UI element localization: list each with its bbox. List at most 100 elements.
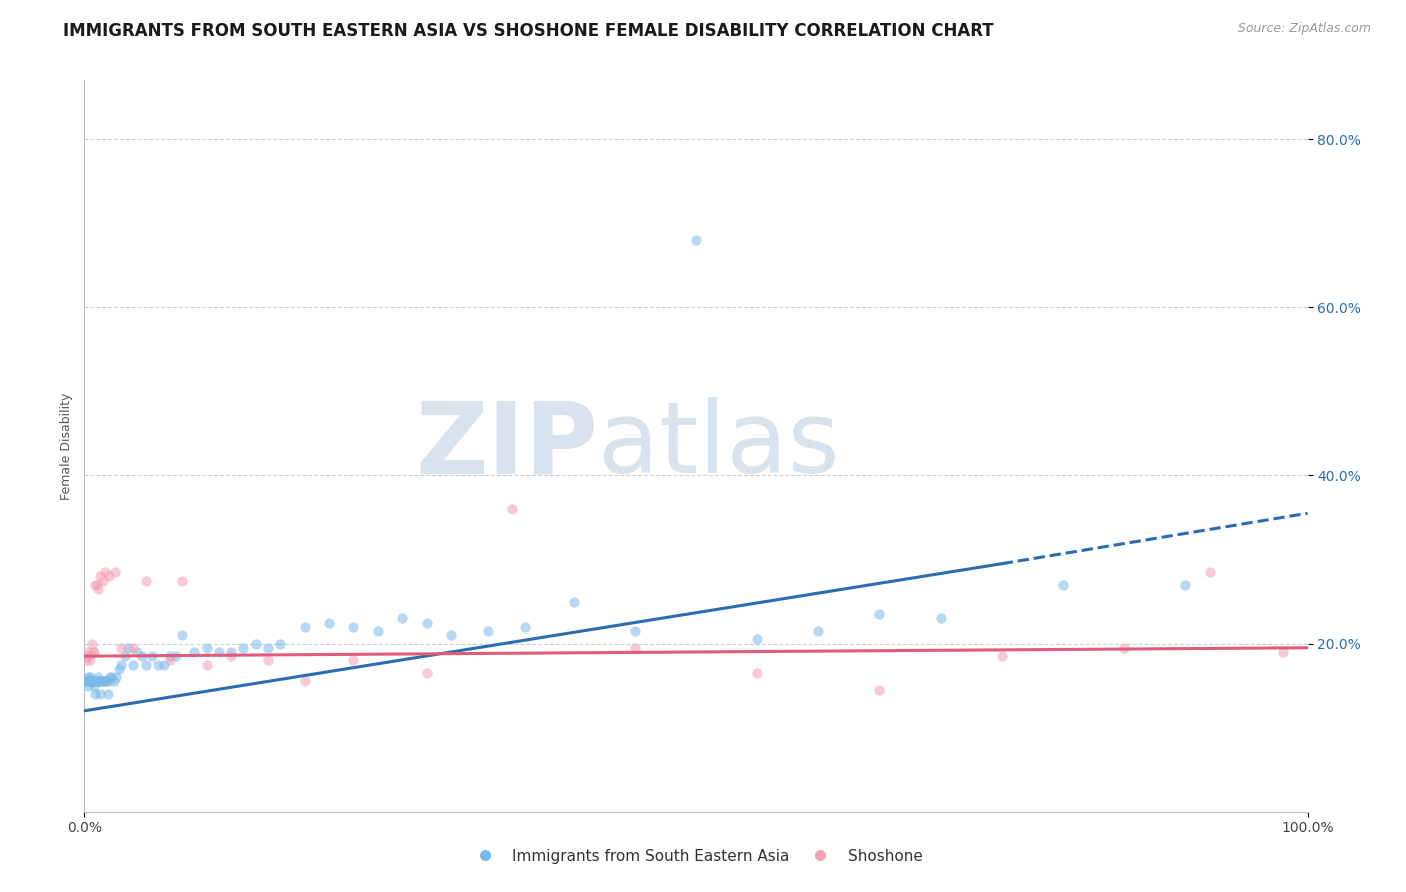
Point <box>131 649 153 664</box>
Point <box>153 657 176 672</box>
Point <box>122 657 145 672</box>
Point <box>84 674 107 689</box>
Point <box>318 615 340 630</box>
Text: Source: ZipAtlas.com: Source: ZipAtlas.com <box>1237 22 1371 36</box>
Point <box>87 670 110 684</box>
Point <box>93 674 115 689</box>
Point <box>747 632 769 647</box>
Point <box>83 674 105 689</box>
Point <box>77 645 100 659</box>
Point <box>77 670 100 684</box>
Point <box>1272 645 1295 659</box>
Point <box>91 674 114 689</box>
Point <box>747 665 769 680</box>
Point <box>1052 578 1074 592</box>
Y-axis label: Female Disability: Female Disability <box>60 392 73 500</box>
Point <box>1174 578 1197 592</box>
Point <box>89 569 111 583</box>
Point <box>195 640 218 655</box>
Point <box>105 670 128 684</box>
Point <box>165 649 187 664</box>
Point <box>1114 640 1136 655</box>
Point <box>82 645 104 659</box>
Point <box>159 653 181 667</box>
Point <box>86 674 108 689</box>
Point <box>208 645 231 659</box>
Point <box>80 636 103 650</box>
Point <box>172 628 194 642</box>
Point <box>1198 565 1220 579</box>
Point <box>76 649 98 664</box>
Point <box>294 620 316 634</box>
Point <box>110 640 132 655</box>
Point <box>87 674 110 689</box>
Point <box>110 657 132 672</box>
Point <box>97 569 120 583</box>
Point <box>257 640 280 655</box>
Point <box>94 565 117 579</box>
Point <box>195 657 218 672</box>
Point <box>83 679 105 693</box>
Point <box>869 682 891 697</box>
Point <box>391 611 413 625</box>
Point <box>416 665 439 680</box>
Point <box>96 674 118 689</box>
Point <box>245 636 267 650</box>
Point <box>219 645 242 659</box>
Point <box>97 674 120 689</box>
Point <box>562 594 585 608</box>
Point <box>342 620 364 634</box>
Point <box>97 687 120 701</box>
Point <box>107 662 129 676</box>
Point <box>94 674 117 689</box>
Point <box>77 674 100 689</box>
Text: atlas: atlas <box>598 398 839 494</box>
Point <box>257 653 280 667</box>
Point <box>869 607 891 622</box>
Point <box>84 578 107 592</box>
Point <box>502 502 524 516</box>
Point <box>929 611 952 625</box>
Point <box>82 674 104 689</box>
Point <box>80 674 103 689</box>
Point <box>80 674 103 689</box>
Point <box>342 653 364 667</box>
Point <box>91 574 114 588</box>
Point <box>146 657 169 672</box>
Point <box>183 645 205 659</box>
Point <box>141 649 163 664</box>
Point <box>83 645 105 659</box>
Point <box>172 574 194 588</box>
Point <box>125 645 148 659</box>
Text: ZIP: ZIP <box>415 398 598 494</box>
Point <box>84 687 107 701</box>
Point <box>104 565 127 579</box>
Point <box>513 620 536 634</box>
Point <box>294 674 316 689</box>
Point <box>219 649 242 664</box>
Point <box>75 674 97 689</box>
Point <box>159 649 181 664</box>
Point <box>624 640 647 655</box>
Point <box>103 674 125 689</box>
Point <box>77 649 100 664</box>
Point <box>232 640 254 655</box>
Point <box>117 640 139 655</box>
Point <box>440 628 463 642</box>
Point <box>624 624 647 638</box>
Point <box>269 636 291 650</box>
Point <box>77 674 100 689</box>
Text: IMMIGRANTS FROM SOUTH EASTERN ASIA VS SHOSHONE FEMALE DISABILITY CORRELATION CHA: IMMIGRANTS FROM SOUTH EASTERN ASIA VS SH… <box>63 22 994 40</box>
Point <box>87 674 110 689</box>
Point <box>76 674 98 689</box>
Point <box>135 574 157 588</box>
Point <box>79 653 101 667</box>
Point <box>416 615 439 630</box>
Point <box>79 670 101 684</box>
Point <box>367 624 389 638</box>
Point <box>79 674 101 689</box>
Point <box>87 582 110 596</box>
Point <box>89 687 111 701</box>
Point <box>122 640 145 655</box>
Point <box>90 674 112 689</box>
